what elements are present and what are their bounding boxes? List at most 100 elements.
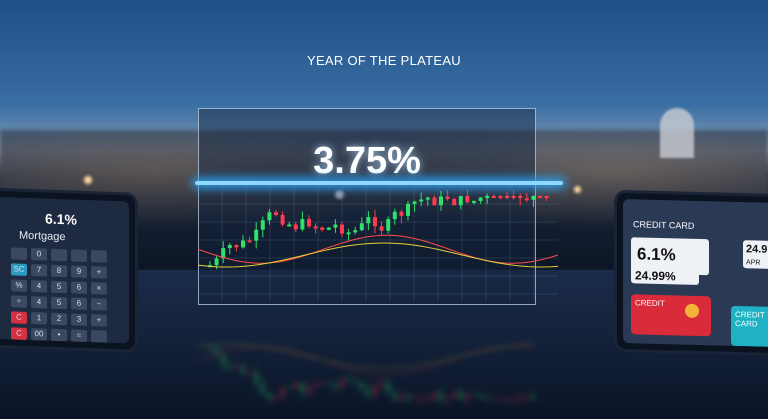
capitol-dome — [660, 108, 694, 158]
candle — [498, 398, 503, 400]
candle — [234, 366, 239, 369]
side-value: 24.9 — [746, 243, 768, 256]
candle — [227, 245, 232, 249]
candle — [214, 258, 219, 266]
candle — [267, 393, 272, 400]
candle — [518, 196, 523, 199]
candle — [307, 219, 311, 227]
calc-key: − — [91, 298, 107, 311]
calc-key: 6 — [71, 281, 87, 294]
candle — [505, 398, 509, 400]
candle — [399, 395, 404, 400]
candle — [326, 382, 331, 385]
candle — [346, 232, 351, 235]
candle — [379, 381, 384, 386]
candle — [511, 196, 516, 198]
calc-key: 3 — [71, 313, 87, 326]
candle — [472, 393, 476, 396]
candle — [498, 196, 503, 198]
candle — [472, 200, 476, 203]
candle — [478, 395, 483, 399]
candle — [320, 382, 325, 385]
candle — [300, 382, 305, 394]
candle — [353, 230, 358, 233]
candle — [392, 393, 397, 400]
candle — [300, 219, 305, 230]
candle — [373, 217, 377, 227]
candle — [267, 212, 272, 221]
mortgage-calculator-tablet: 6.1% Mortgage 0 SC 7 8 9 +% 4 5 6 × ÷ 4 5 6− C 1 2 3 + C 00 •… — [0, 187, 138, 353]
candle — [452, 198, 457, 206]
calc-key: 5 — [51, 280, 67, 294]
candle — [214, 348, 219, 356]
calc-key: ÷ — [11, 295, 27, 308]
candle — [241, 366, 245, 374]
candle — [425, 197, 430, 200]
candle — [485, 398, 490, 400]
candle — [439, 392, 443, 400]
mortgage-label: Mortgage — [19, 229, 66, 244]
candle — [346, 377, 351, 380]
candle — [274, 397, 278, 400]
calc-key: 6 — [71, 297, 87, 310]
candle — [241, 240, 245, 248]
calc-key: = — [71, 329, 87, 342]
calc-key: + — [91, 266, 107, 279]
candle — [524, 395, 529, 398]
calc-key — [71, 249, 87, 262]
candle — [445, 196, 450, 199]
candle — [254, 372, 259, 384]
side-label: APR — [746, 259, 761, 267]
credit-card-tablet: CREDIT CARD 6.1% 24.99% 24.9 APR CREDIT C… — [614, 189, 768, 357]
calc-key: C — [11, 327, 27, 340]
headline: YEAR OF THE PLATEAU — [306, 53, 462, 68]
candle — [491, 398, 496, 400]
interest-rate: 3.75% — [313, 140, 421, 182]
candle — [511, 398, 516, 400]
candle — [333, 384, 338, 388]
candle — [254, 229, 259, 241]
card-chip — [685, 303, 699, 318]
candle — [452, 391, 457, 398]
candle — [353, 379, 358, 383]
candle — [406, 395, 410, 400]
candle — [221, 355, 226, 366]
calc-key: + — [91, 314, 107, 327]
candle — [320, 227, 325, 230]
moving-average-red — [198, 234, 558, 264]
candle — [491, 196, 496, 198]
calc-key: 2 — [51, 312, 67, 326]
candle — [524, 198, 529, 201]
candle — [505, 196, 509, 198]
mortgage-rate: 6.1% — [45, 210, 77, 228]
calc-key — [11, 247, 27, 260]
candle — [544, 196, 549, 198]
candle — [280, 387, 285, 398]
candle — [538, 196, 542, 198]
candle — [531, 196, 536, 200]
candle — [333, 224, 338, 228]
calc-key: C — [11, 311, 27, 324]
candle — [359, 223, 364, 231]
candle — [465, 393, 470, 400]
moving-average-yellow — [198, 242, 558, 268]
candle — [221, 248, 226, 259]
candle — [227, 365, 232, 369]
candle — [531, 396, 536, 400]
bokeh-light — [335, 190, 344, 199]
calc-key — [91, 250, 107, 263]
candle — [359, 382, 364, 390]
candle — [366, 389, 371, 396]
keypad: 0 SC 7 8 9 +% 4 5 6 × ÷ 4 5 6− C 1 2 3 + C 00 • = — [11, 247, 107, 343]
candle — [234, 245, 239, 248]
candle — [386, 381, 391, 394]
candle — [458, 391, 463, 400]
calc-key: 4 — [31, 280, 47, 293]
candle — [287, 224, 292, 227]
calc-key: 0 — [31, 248, 47, 261]
candle — [412, 201, 417, 204]
card-label: CREDIT — [635, 298, 665, 309]
candle — [260, 220, 265, 230]
candle — [307, 385, 311, 394]
candle — [445, 397, 450, 400]
